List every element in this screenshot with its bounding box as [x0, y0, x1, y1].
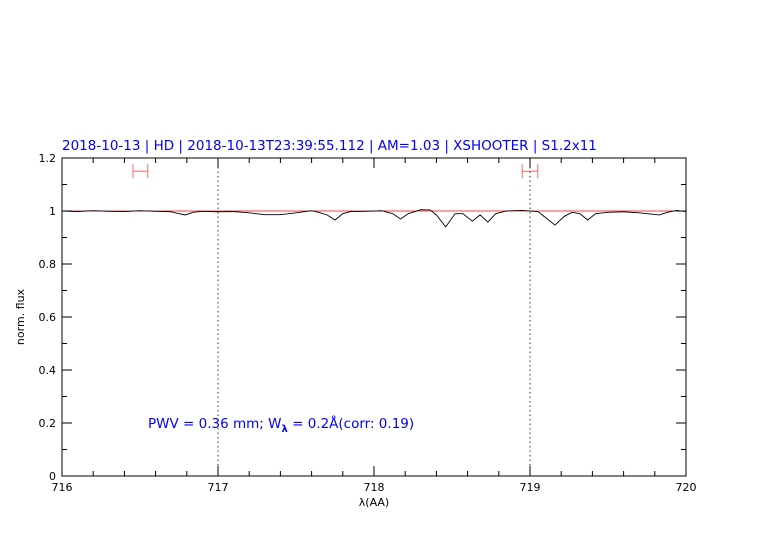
y-tick-label: 1: [49, 205, 56, 218]
spectrum-line: [61, 209, 687, 228]
x-tick-label: 716: [52, 481, 73, 494]
chart-title: 2018-10-13 | HD | 2018-10-13T23:39:55.11…: [62, 138, 597, 154]
y-tick-label: 0: [49, 470, 56, 483]
x-axis-label: λ(AA): [359, 496, 389, 509]
y-tick-label: 0.8: [39, 258, 57, 271]
y-tick-label: 1.2: [39, 152, 57, 165]
y-axis-label: norm. flux: [14, 288, 27, 345]
x-tick-label: 720: [676, 481, 697, 494]
y-tick-label: 0.2: [39, 417, 57, 430]
x-tick-label: 719: [520, 481, 541, 494]
y-tick-label: 0.4: [39, 364, 57, 377]
x-tick-label: 718: [364, 481, 385, 494]
pwv-annotation: PWV = 0.36 mm; Wλ = 0.2Å(corr: 0.19): [148, 415, 414, 435]
y-tick-label: 0.6: [39, 311, 57, 324]
x-tick-label: 717: [208, 481, 229, 494]
